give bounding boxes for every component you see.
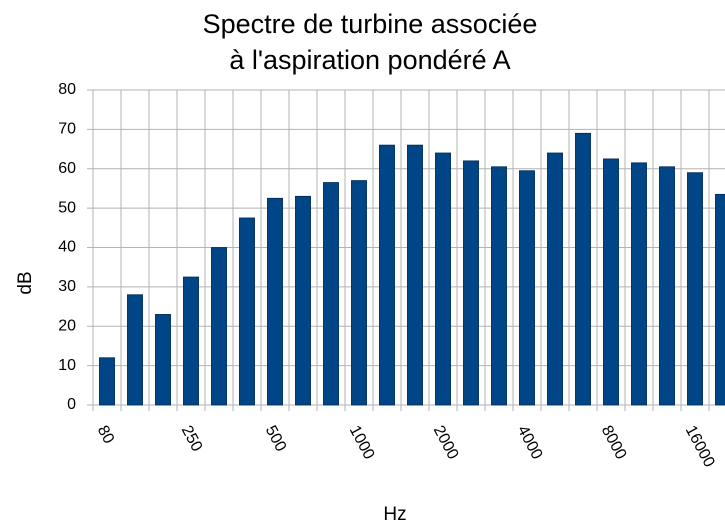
y-tick-label: 0 [67, 396, 76, 413]
bar [435, 152, 451, 406]
y-tick-label: 20 [58, 317, 76, 334]
y-tick-label: 30 [58, 278, 76, 295]
x-tick-label: 8000 [598, 423, 630, 463]
bar [659, 166, 675, 406]
bar [575, 132, 591, 406]
bar [547, 152, 563, 406]
bar [491, 166, 507, 406]
bar [631, 162, 647, 406]
x-tick-label: 2000 [430, 423, 462, 463]
x-tick-label: 16000 [682, 423, 718, 470]
x-tick-label: 4000 [514, 423, 546, 463]
bar [463, 160, 479, 406]
x-tick-label: 250 [178, 423, 206, 455]
bar [295, 195, 311, 406]
bar [323, 182, 339, 406]
y-tick-label: 50 [58, 199, 76, 216]
y-tick-label: 70 [58, 121, 76, 138]
bar [407, 144, 423, 406]
bar [155, 314, 171, 406]
bar [603, 158, 619, 406]
bar [99, 357, 115, 406]
bar [715, 193, 725, 406]
x-axis-label: Hz [383, 504, 406, 525]
y-tick-label: 10 [58, 357, 76, 374]
chart-title: à l'aspiration pondéré A [229, 45, 510, 75]
bar [379, 144, 395, 406]
x-tick-label: 500 [262, 423, 290, 455]
bar [351, 180, 367, 406]
bar [183, 276, 199, 406]
y-tick-label: 40 [58, 239, 76, 256]
bar [687, 172, 703, 406]
bar [267, 197, 283, 406]
bar [127, 294, 143, 406]
bar [519, 170, 535, 406]
x-tick-label: 80 [94, 423, 117, 447]
y-axis-label: dB [15, 271, 36, 294]
chart-title: Spectre de turbine associée [203, 9, 538, 39]
y-tick-label: 80 [58, 81, 76, 98]
x-tick-label: 1000 [346, 423, 378, 463]
y-tick-label: 60 [58, 160, 76, 177]
bar [239, 217, 255, 406]
bar [211, 247, 227, 406]
